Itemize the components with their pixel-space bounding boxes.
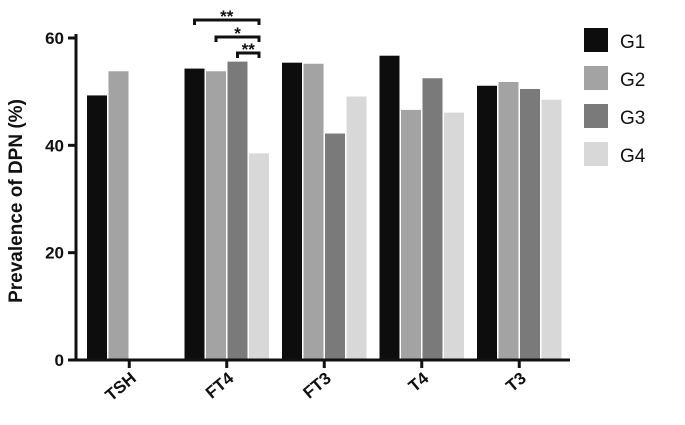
y-tick-label: 60 [45, 29, 64, 48]
legend-label-g1: G1 [620, 32, 645, 53]
y-tick-label: 40 [45, 136, 64, 155]
bar-t4-g3 [422, 78, 443, 360]
bar-t4-g2 [401, 109, 421, 360]
significance-label: ** [242, 40, 256, 59]
bar-t4-g4 [444, 112, 464, 360]
bar-tsh-g1 [87, 95, 107, 360]
significance-bracket [214, 35, 261, 42]
bar-t3-g4 [541, 99, 562, 360]
bar-t4-g1 [379, 55, 400, 361]
bar-ft3-g1 [282, 62, 302, 360]
bar-ft3-g2 [303, 63, 324, 360]
bar-t3-g1 [477, 85, 497, 360]
bar-ft4-g1 [184, 68, 205, 360]
x-tick-label-ft3: FT3 [299, 369, 334, 403]
x-tick-label-tsh: TSH [102, 369, 140, 405]
x-tick-label-t4: T4 [405, 368, 433, 396]
y-axis-title: Prevalence of DPN (%) [6, 99, 27, 303]
y-tick-label: 0 [55, 351, 64, 370]
significance-brackets: ***** [193, 7, 261, 59]
x-tick-label-t3: T3 [502, 369, 529, 396]
bar-tsh-g2 [108, 71, 129, 361]
significance-label: * [234, 24, 241, 43]
significance-label: ** [220, 7, 234, 26]
legend-label-g4: G4 [620, 146, 646, 167]
legend-label-g3: G3 [620, 108, 645, 129]
y-axis-title-group: Prevalence of DPN (%) [6, 99, 27, 303]
bar-ft3-g4 [346, 96, 367, 360]
significance-bracket [193, 18, 261, 25]
axes-layer [68, 34, 570, 368]
legend: G1 G2 G3 G4 [584, 28, 646, 167]
x-tick-label-ft4: FT4 [202, 368, 238, 402]
x-tick-labels: TSH FT4 FT3 T4 T3 [102, 368, 530, 405]
legend-label-g2: G2 [620, 70, 645, 91]
bar-ft4-g4 [249, 153, 269, 360]
legend-swatch-g2 [584, 66, 608, 90]
legend-swatch-g4 [584, 142, 608, 166]
bar-ft3-g3 [325, 133, 345, 360]
legend-swatch-g1 [584, 28, 608, 52]
bar-t3-g3 [520, 88, 540, 360]
bars-layer [87, 55, 562, 361]
y-tick-labels: 0 20 40 60 [45, 29, 64, 370]
significance-bracket [236, 51, 261, 58]
y-tick-label: 20 [45, 244, 64, 263]
bar-ft4-g3 [227, 61, 248, 360]
legend-swatch-g3 [584, 104, 608, 128]
bar-ft4-g2 [206, 71, 226, 361]
bar-t3-g2 [498, 82, 519, 361]
